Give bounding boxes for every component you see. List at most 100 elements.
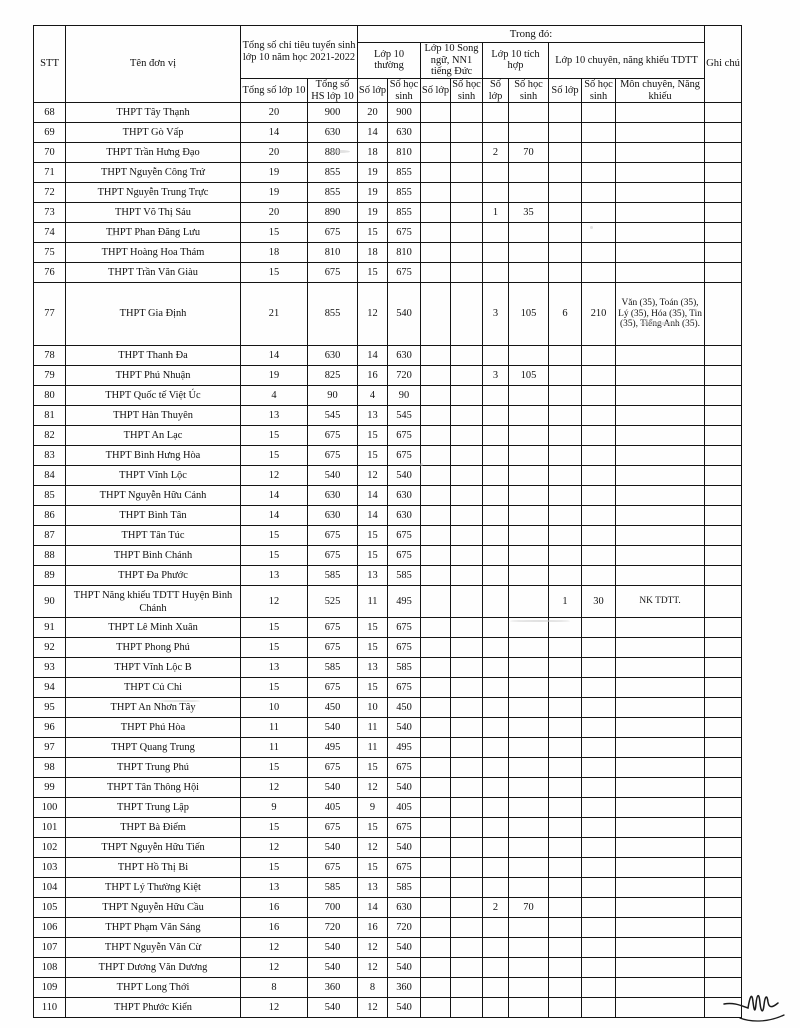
cell-ti-l (482, 565, 509, 587)
table-row: 92 THPT Phong Phú 15 675 15 675 (33, 637, 743, 659)
cell-mon (614, 365, 706, 387)
cell-stt: 86 (33, 505, 66, 527)
cell-sn-l (420, 677, 451, 699)
cell-ti-s (508, 937, 549, 959)
cell-tot-s: 545 (307, 405, 358, 427)
cell-ch-l (548, 877, 582, 899)
cell-name: THPT Phan Đăng Lưu (65, 222, 241, 244)
cell-sn-l (420, 757, 451, 779)
cell-ti-s (508, 345, 549, 367)
cell-ch-l: 6 (548, 282, 582, 347)
cell-ch-l (548, 545, 582, 567)
cell-th-s: 540 (387, 837, 421, 859)
cell-ti-s (508, 917, 549, 939)
cell-name: THPT Phú Hòa (65, 717, 241, 739)
col-header-total-students: Tổng số HS lớp 10 (307, 77, 358, 104)
cell-sn-l (420, 977, 451, 999)
cell-ch-l (548, 737, 582, 759)
cell-note (704, 637, 743, 659)
cell-ti-s (508, 465, 549, 487)
table-row: 73 THPT Võ Thị Sáu 20 890 19 855 1 35 (33, 202, 743, 224)
cell-th-l: 12 (357, 997, 388, 1019)
cell-tot-l: 19 (240, 162, 308, 184)
cell-tot-s: 675 (307, 445, 358, 467)
cell-ti-s (508, 777, 549, 799)
cell-sn-l (420, 617, 451, 639)
cell-note (704, 525, 743, 547)
cell-ch-l (548, 757, 582, 779)
cell-name: THPT Phạm Văn Sáng (65, 917, 241, 939)
cell-sn-l (420, 445, 451, 467)
table-row: 94 THPT Củ Chi 15 675 15 675 (33, 677, 743, 699)
cell-sn-l (420, 425, 451, 447)
cell-note (704, 697, 743, 719)
cell-stt: 90 (33, 585, 66, 619)
cell-mon (614, 657, 706, 679)
cell-name: THPT Trung Lập (65, 797, 241, 819)
scan-artifact (160, 700, 200, 702)
cell-ch-l (548, 222, 582, 244)
cell-ch-l (548, 122, 582, 144)
cell-tot-l: 15 (240, 757, 308, 779)
cell-tot-s: 540 (307, 957, 358, 979)
cell-th-s: 675 (387, 757, 421, 779)
cell-ti-l (482, 937, 509, 959)
cell-sn-s (450, 385, 483, 407)
cell-tot-l: 20 (240, 102, 308, 124)
cell-sn-l (420, 485, 451, 507)
cell-tot-s: 675 (307, 637, 358, 659)
cell-note (704, 585, 743, 619)
cell-sn-s (450, 997, 483, 1019)
cell-sn-s (450, 837, 483, 859)
cell-note (704, 465, 743, 487)
cell-ch-s (581, 445, 616, 467)
cell-stt: 79 (33, 365, 66, 387)
cell-mon (614, 545, 706, 567)
table-row: 72 THPT Nguyễn Trung Trực 19 855 19 855 (33, 182, 743, 204)
cell-sn-l (420, 465, 451, 487)
cell-stt: 92 (33, 637, 66, 659)
cell-ch-s (581, 365, 616, 387)
table-row: 91 THPT Lê Minh Xuân 15 675 15 675 (33, 617, 743, 639)
cell-tot-l: 10 (240, 697, 308, 719)
cell-tot-s: 540 (307, 465, 358, 487)
cell-note (704, 737, 743, 759)
table-row: 105 THPT Nguyễn Hữu Cầu 16 700 14 630 2 70 (33, 897, 743, 919)
cell-ti-l (482, 445, 509, 467)
cell-th-l: 18 (357, 142, 388, 164)
cell-ch-s (581, 405, 616, 427)
cell-stt: 68 (33, 102, 66, 124)
cell-mon (614, 977, 706, 999)
cell-tot-s: 90 (307, 385, 358, 407)
cell-tot-l: 15 (240, 222, 308, 244)
cell-name: THPT Năng khiếu TDTT Huyện Bình Chánh (65, 585, 241, 619)
col-header-lop10-chuyen: Lớp 10 chuyên, năng khiếu TDTT (547, 42, 706, 79)
cell-ti-l (482, 385, 509, 407)
cell-tot-l: 15 (240, 262, 308, 284)
cell-tot-l: 14 (240, 485, 308, 507)
table-row: 76 THPT Trần Văn Giàu 15 675 15 675 (33, 262, 743, 284)
cell-ti-l (482, 122, 509, 144)
cell-th-s: 360 (387, 977, 421, 999)
cell-ch-s (581, 797, 616, 819)
table-row: 77 THPT Gia Định 21 855 12 540 3 105 6 210 Văn (35… (33, 282, 743, 347)
cell-note (704, 485, 743, 507)
cell-ch-l (548, 697, 582, 719)
cell-note (704, 102, 743, 124)
cell-th-s: 675 (387, 817, 421, 839)
col-header-lop10-song-ngu: Lớp 10 Song ngữ, NN1 tiếng Đức (420, 42, 483, 79)
cell-name: THPT Hồ Thị Bi (65, 857, 241, 879)
cell-ch-l (548, 957, 582, 979)
cell-ch-l (548, 837, 582, 859)
col-header-mon-chuyen: Môn chuyên, Năng khiếu (614, 77, 706, 104)
header-row-subcolumns: Tổng số lớp 10 Tổng số HS lớp 10 Số lớp … (34, 77, 742, 104)
cell-ti-s (508, 737, 549, 759)
cell-th-s: 675 (387, 677, 421, 699)
cell-tot-s: 700 (307, 897, 358, 919)
cell-th-l: 12 (357, 777, 388, 799)
cell-ch-l (548, 182, 582, 204)
table-row: 103 THPT Hồ Thị Bi 15 675 15 675 (33, 857, 743, 879)
cell-sn-s (450, 857, 483, 879)
col-header-total-group: Tổng số chỉ tiêu tuyển sinh lớp 10 năm h… (240, 25, 358, 79)
cell-ti-l (482, 717, 509, 739)
